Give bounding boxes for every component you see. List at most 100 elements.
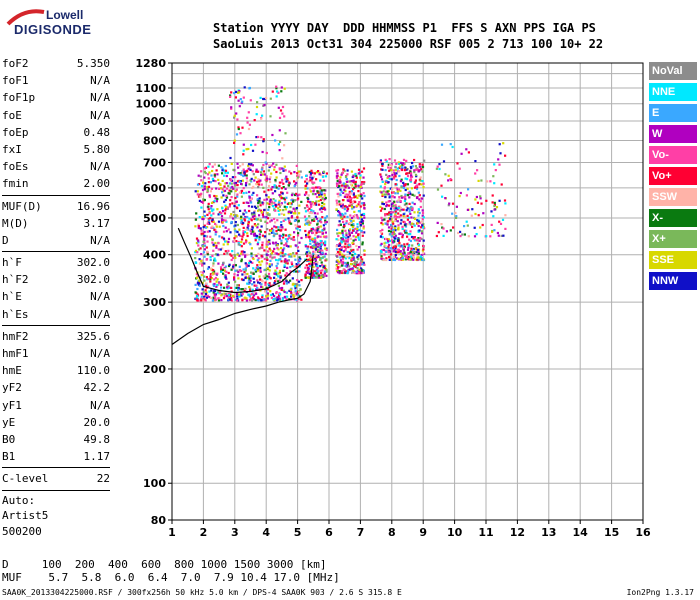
data-point [223,292,226,295]
data-point [242,149,245,152]
data-point [417,224,420,228]
data-point [282,186,285,189]
data-point [283,144,286,147]
data-point [346,206,349,209]
data-point [215,224,218,227]
data-point [268,265,271,268]
data-point [298,298,301,301]
data-point [210,277,213,280]
data-point [311,182,315,185]
data-point [493,204,496,208]
data-point [285,244,288,247]
data-point [240,189,244,192]
data-point [321,216,324,219]
data-point [282,197,285,200]
data-point [275,87,278,90]
data-point [394,206,397,209]
data-point [315,256,318,259]
data-point [474,160,477,163]
legend-entry-e: E [649,104,697,122]
data-point [232,187,235,190]
data-point [219,187,223,190]
data-point [387,241,390,244]
data-point [227,285,230,288]
data-point [263,198,266,201]
data-point [421,197,424,200]
data-point [362,261,365,264]
data-point [212,220,215,223]
data-point [242,232,245,235]
data-point [206,226,209,229]
data-point [408,222,412,225]
data-point [404,198,407,201]
data-point [389,230,393,233]
x-tick-label: 7 [357,526,365,539]
data-point [231,217,235,220]
data-point [255,266,258,269]
data-point [219,183,222,186]
data-point [221,264,224,267]
data-point [197,226,200,230]
data-point [313,272,317,275]
data-point [224,207,228,210]
data-point [379,235,382,238]
data-point [244,276,247,280]
data-point [342,168,345,171]
data-point [310,202,313,205]
data-point [493,201,496,204]
data-point [421,214,424,217]
data-point [357,203,360,206]
data-point [223,286,226,289]
data-point [389,257,392,260]
data-point [340,184,343,187]
data-point [292,212,295,215]
data-point [285,280,288,283]
data-point [350,220,353,223]
data-point [394,173,397,176]
data-point [253,211,256,214]
data-point [341,206,344,209]
data-point [311,240,315,243]
data-point [270,252,274,255]
legend-entry-nnw: NNW [649,272,697,290]
data-point [310,211,313,215]
data-point [294,183,297,186]
data-point [409,250,412,254]
data-point [246,116,249,119]
data-point [404,215,407,218]
data-point [229,199,232,202]
data-point [203,185,206,188]
data-point [218,290,222,294]
data-point [251,149,255,152]
data-point [385,205,388,208]
data-point [241,253,244,256]
data-point [202,251,206,254]
data-point [272,198,275,201]
data-point [398,215,401,218]
data-point [493,163,496,166]
data-point [270,188,273,191]
data-point [498,163,501,166]
data-point [268,165,271,169]
data-point [395,207,398,210]
data-point [307,250,310,253]
data-point [269,180,272,184]
param-row: hmF2 325.6 [2,328,110,345]
data-point [300,298,303,301]
data-point [420,230,423,233]
data-point [253,234,256,237]
data-point [336,255,339,258]
data-point [410,255,413,258]
data-point [200,297,203,300]
data-point [303,207,307,210]
data-point [293,265,296,268]
data-point [325,274,328,277]
data-point [318,203,321,206]
data-point [274,184,277,188]
data-point [269,290,272,293]
data-point [279,229,282,232]
y-tick-label: 700 [143,156,166,169]
data-point [276,90,279,93]
data-point [266,250,270,253]
data-point [342,220,345,223]
